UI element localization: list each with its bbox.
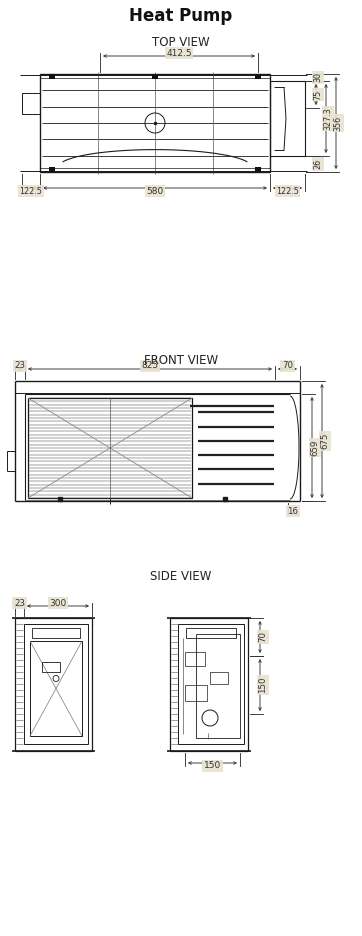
Text: 23: 23 bbox=[14, 361, 25, 371]
Bar bbox=[152, 74, 158, 79]
Text: 150: 150 bbox=[258, 677, 268, 694]
Text: 23: 23 bbox=[14, 598, 25, 607]
Bar bbox=[185, 685, 207, 701]
Bar bbox=[255, 167, 261, 172]
Text: 675: 675 bbox=[320, 432, 329, 449]
Bar bbox=[28, 398, 192, 498]
Bar bbox=[42, 662, 60, 672]
Text: Heat Pump: Heat Pump bbox=[129, 7, 233, 25]
Text: 122.5: 122.5 bbox=[20, 186, 42, 196]
Bar bbox=[49, 74, 55, 79]
Text: 327.3: 327.3 bbox=[324, 107, 333, 130]
Bar bbox=[15, 618, 92, 751]
Text: 75: 75 bbox=[313, 89, 323, 99]
Text: 26: 26 bbox=[313, 159, 323, 169]
Text: FRONT VIEW: FRONT VIEW bbox=[144, 354, 218, 367]
Text: 356: 356 bbox=[333, 115, 342, 130]
Bar bbox=[270, 81, 305, 156]
Bar bbox=[32, 628, 80, 638]
Bar bbox=[185, 652, 205, 666]
Bar bbox=[255, 74, 261, 79]
Bar bbox=[30, 641, 82, 736]
Bar bbox=[210, 672, 228, 684]
Bar bbox=[22, 93, 40, 114]
Text: SIDE VIEW: SIDE VIEW bbox=[150, 569, 212, 582]
Text: 16: 16 bbox=[287, 506, 299, 516]
Text: 70: 70 bbox=[258, 632, 268, 642]
Text: 122.5: 122.5 bbox=[276, 186, 299, 196]
Bar bbox=[40, 74, 270, 172]
Text: 30: 30 bbox=[313, 72, 323, 82]
Bar bbox=[196, 634, 240, 738]
Text: 150: 150 bbox=[204, 762, 221, 770]
Bar bbox=[178, 624, 244, 744]
Text: 300: 300 bbox=[49, 598, 67, 607]
Text: 659: 659 bbox=[311, 439, 320, 456]
Text: 580: 580 bbox=[146, 186, 164, 196]
Text: 825: 825 bbox=[142, 361, 159, 371]
Text: 412.5: 412.5 bbox=[166, 49, 192, 57]
Bar bbox=[170, 618, 248, 751]
Text: TOP VIEW: TOP VIEW bbox=[152, 37, 210, 50]
Bar bbox=[186, 628, 236, 638]
Text: 70: 70 bbox=[282, 361, 293, 371]
Bar bbox=[24, 624, 88, 744]
Bar bbox=[49, 167, 55, 172]
